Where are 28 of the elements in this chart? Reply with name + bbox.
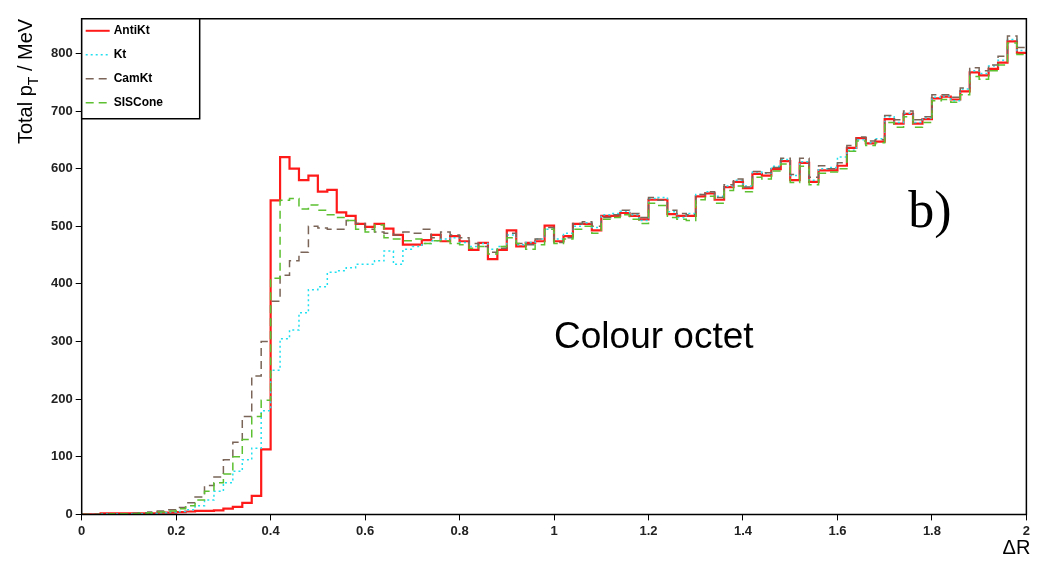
y-tick-label: 200 [50, 390, 73, 406]
y-tick-label: 300 [50, 333, 73, 349]
y-axis-title: Total pT / MeV [14, 18, 41, 145]
legend-label: CamKt [113, 71, 153, 86]
x-axis-title: ΔR [1002, 535, 1031, 558]
legend-label: SISCone [113, 95, 164, 110]
y-tick-label: 100 [50, 448, 73, 464]
x-tick-label: 0.8 [450, 522, 469, 538]
x-tick-label: 0.4 [261, 522, 281, 538]
x-tick-label: 1.8 [922, 522, 941, 538]
y-tick-label: 500 [50, 217, 73, 233]
x-tick-label: 1.4 [733, 522, 753, 538]
x-tick-label: 1 [550, 522, 558, 538]
y-tick-label: 700 [50, 102, 73, 118]
x-tick-label: 0.6 [356, 522, 375, 538]
annotation: Colour octet [554, 315, 755, 357]
x-tick-label: 2 [1022, 522, 1030, 538]
y-tick-label: 600 [50, 160, 73, 176]
x-tick-label: 0 [78, 522, 86, 538]
x-tick-label: 0.2 [167, 522, 186, 538]
x-tick-label: 1.2 [639, 522, 658, 538]
y-tick-label: 0 [65, 505, 73, 521]
legend-label: AntiKt [113, 23, 150, 38]
y-tick-label: 400 [50, 275, 73, 291]
annotation: b) [908, 180, 952, 239]
legend-label: Kt [113, 47, 127, 62]
x-tick-label: 1.6 [828, 522, 847, 538]
y-tick-label: 800 [50, 44, 73, 60]
